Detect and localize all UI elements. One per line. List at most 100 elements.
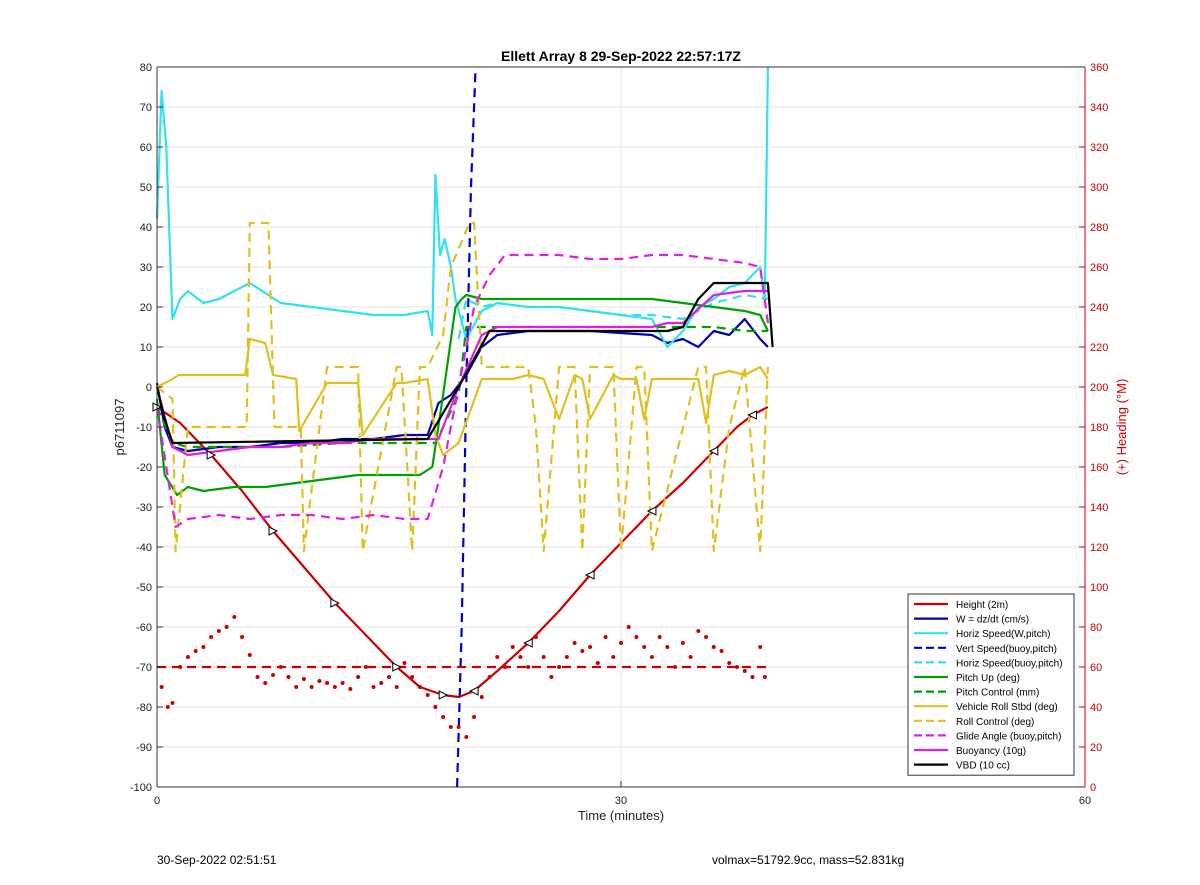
series-heading-point — [394, 685, 399, 689]
series-layer — [152, 66, 774, 788]
series-heading-point — [379, 681, 384, 685]
series-heading-point — [688, 655, 693, 659]
series-pitch-up-deg-line — [155, 293, 769, 497]
series-heading-point — [387, 675, 391, 679]
y-right-tick-label: 320 — [1090, 142, 1108, 154]
legend-label: Pitch Up (deg) — [956, 673, 1020, 684]
series-height-2m-marker — [330, 598, 340, 608]
legend-label: Horiz Speed(buoy,pitch) — [956, 658, 1063, 669]
series-heading-point — [317, 679, 322, 683]
y-tick-label: -20 — [136, 462, 152, 474]
series-vert-speed-buoy-pitch-line — [456, 66, 477, 788]
y-tick-label: 40 — [140, 222, 152, 234]
series-heading-point — [456, 725, 461, 729]
y-right-tick-label: 200 — [1090, 382, 1108, 394]
series-heading-point — [356, 675, 361, 679]
series-heading-point — [572, 641, 577, 645]
series-height-2m-marker — [468, 686, 479, 696]
y-right-tick-label: 160 — [1090, 462, 1108, 474]
series-height-2m-marker — [523, 638, 533, 648]
y-tick-label: 20 — [140, 302, 152, 314]
series-vbd-10-cc-line — [155, 281, 774, 445]
series-heading-point — [696, 629, 701, 633]
y-right-tick-label: 120 — [1090, 542, 1108, 554]
series-heading-point — [425, 693, 430, 697]
series-heading-point — [479, 695, 484, 699]
series-heading-point — [348, 687, 353, 691]
series-heading-point — [309, 685, 314, 689]
y-tick-label: -80 — [136, 702, 152, 714]
y-axis-label: p6711097 — [112, 399, 127, 456]
series-heading-point — [680, 641, 685, 645]
series-heading-point — [209, 635, 214, 639]
y-right-tick-label: 100 — [1090, 582, 1108, 594]
y-axis-right-label: (+) Heading (°M) — [1114, 379, 1129, 476]
y-tick-label: -70 — [136, 662, 152, 674]
series-heading-point — [549, 675, 554, 679]
series-heading-point — [742, 669, 747, 673]
x-tick-label: 0 — [154, 795, 160, 807]
series-horiz-speed-buoy-pitch-line — [457, 293, 769, 340]
series-heading-point — [224, 625, 229, 629]
y-right-tick-label: 140 — [1090, 502, 1108, 514]
series-height-2m-marker — [206, 450, 217, 460]
series-heading-point — [201, 645, 206, 649]
series-heading-point — [216, 629, 221, 633]
series-heading-point — [441, 715, 446, 719]
y-right-tick-label: 300 — [1090, 182, 1108, 194]
legend-label: Height (2m) — [956, 600, 1008, 611]
series-heading-point — [750, 675, 755, 679]
y-tick-label: 10 — [140, 342, 152, 354]
y-right-tick-label: 280 — [1090, 222, 1108, 234]
series-heading-point — [247, 653, 252, 657]
legend-label: Vehicle Roll Stbd (deg) — [956, 702, 1058, 713]
series-heading-point — [634, 635, 639, 639]
series-heading-point — [611, 655, 616, 659]
y-right-tick-label: 40 — [1090, 702, 1102, 714]
y-right-tick-label: 20 — [1090, 742, 1102, 754]
series-heading-point — [232, 615, 237, 619]
series-heading-point — [580, 649, 585, 653]
series-heading-point — [325, 681, 330, 685]
series-heading-point — [564, 655, 569, 659]
series-heading-point — [193, 649, 198, 653]
series-heading-point — [526, 665, 531, 669]
series-heading-point — [487, 675, 492, 679]
footer-stats: volmax=51792.9cc, mass=52.831kg — [712, 853, 905, 867]
series-heading-point — [541, 655, 546, 659]
y-tick-label: -50 — [136, 582, 152, 594]
y-right-tick-label: 180 — [1090, 422, 1108, 434]
series-height-2m-marker — [708, 446, 719, 456]
series-height-2m-marker — [584, 570, 595, 580]
series-heading-point — [619, 641, 623, 645]
series-heading-point — [719, 649, 724, 653]
series-roll-control-deg-line — [156, 221, 769, 553]
series-heading-point — [464, 735, 469, 739]
legend-label: Roll Control (deg) — [956, 717, 1034, 728]
y-right-tick-label: 60 — [1090, 662, 1102, 674]
series-pitch-control-mm-line — [155, 325, 768, 449]
series-glide-angle-buoy-pitch-line — [155, 253, 769, 529]
series-heading-point — [363, 665, 368, 669]
series-heading-point — [286, 675, 291, 679]
axes-layer: -100-90-80-70-60-50-40-30-20-10010203040… — [130, 62, 1108, 807]
y-tick-label: -30 — [136, 502, 152, 514]
series-heading-point — [255, 675, 260, 679]
series-heading-point — [704, 635, 709, 639]
y-right-tick-label: 260 — [1090, 262, 1108, 274]
series-heading-point — [657, 635, 662, 639]
series-heading-point — [417, 685, 422, 689]
series-heading-point — [185, 655, 190, 659]
y-tick-label: 80 — [140, 62, 152, 74]
series-heading-point — [595, 661, 600, 665]
y-tick-label: -90 — [136, 742, 152, 754]
series-vehicle-roll-stbd-deg-line — [156, 337, 769, 457]
y-tick-label: -10 — [136, 422, 152, 434]
series-heading-point — [642, 645, 647, 649]
y-right-tick-label: 240 — [1090, 302, 1108, 314]
series-heading-point — [263, 681, 268, 685]
legend-label: VBD (10 cc) — [956, 761, 1010, 772]
series-heading-point — [165, 705, 170, 709]
